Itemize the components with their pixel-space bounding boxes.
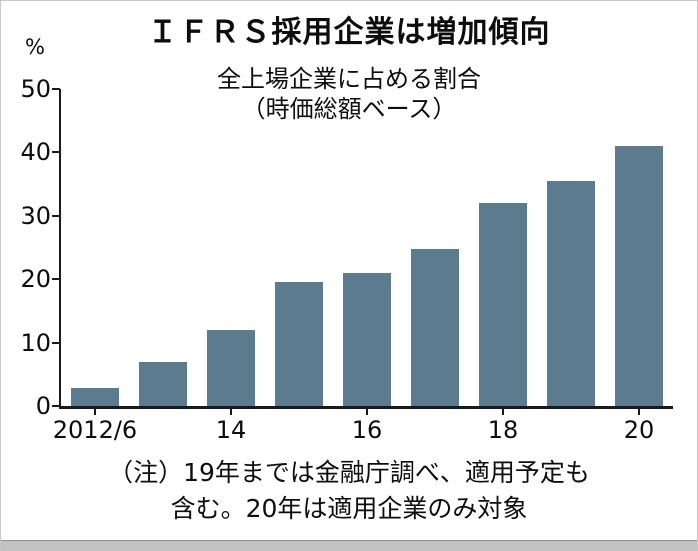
x-tick-mark-16 [366,409,368,415]
footnote-line2: 含む。20年は適用企業のみ対象 [170,494,528,523]
bar-16 [343,272,391,406]
chart-subtitle-line2: （時価総額ベース） [241,95,457,123]
bottom-strip [1,540,697,550]
y-axis-unit-label: % [25,35,45,59]
bar-2012/6 [71,388,119,406]
y-tick-mark-20 [52,278,60,281]
y-tick-label-40: 40 [20,138,51,167]
bar-18 [479,203,527,406]
y-tick-label-20: 20 [20,265,51,294]
x-tick-label-16: 16 [351,416,383,444]
x-tick-label-14: 14 [215,416,247,444]
x-tick-mark-20 [638,409,640,415]
x-tick-label-18: 18 [487,416,519,444]
bar-slot-13 [129,89,197,406]
bar-slot-17 [401,89,469,406]
chart-title: ＩＦＲＳ採用企業は増加傾向 [147,15,551,50]
y-tick-mark-50 [52,88,60,90]
bars-container [61,89,673,406]
bar-slot-20 [605,89,673,406]
bar-slot-14 [197,89,265,406]
y-tick-mark-40 [52,151,60,154]
x-tick-mark-14 [230,409,232,415]
y-tick-label-10: 10 [20,328,51,357]
x-tick-label-2012/6: 2012/6 [52,416,138,444]
bar-slot-15 [265,89,333,406]
x-tick-label-20: 20 [623,416,655,444]
bar-15 [275,282,323,406]
x-tick-mark-18 [502,409,504,415]
bar-20 [615,146,663,406]
bar-19 [547,180,595,406]
bar-slot-2012/6 [61,89,129,406]
plot-area: 0 10 20 30 40 50 2012/6 14 16 18 20 [20,77,673,442]
x-tick-mark-2012/6 [93,409,96,415]
bar-slot-16 [333,89,401,406]
y-tick-mark-0 [52,405,60,407]
y-tick-mark-30 [52,214,60,217]
bar-13 [139,361,187,406]
bar-17 [411,249,459,406]
footnote-line1: （注）19年までは金融庁調べ、適用予定も [108,458,590,487]
bar-slot-19 [537,89,605,406]
y-tick-label-50: 50 [20,75,51,103]
y-tick-label-0: 0 [35,392,51,420]
y-tick-label-30: 30 [20,201,51,230]
y-tick-mark-10 [52,341,60,344]
bar-14 [207,329,255,406]
chart-subtitle-line1: 全上場企業に占める割合 [217,65,481,93]
bar-slot-18 [469,89,537,406]
